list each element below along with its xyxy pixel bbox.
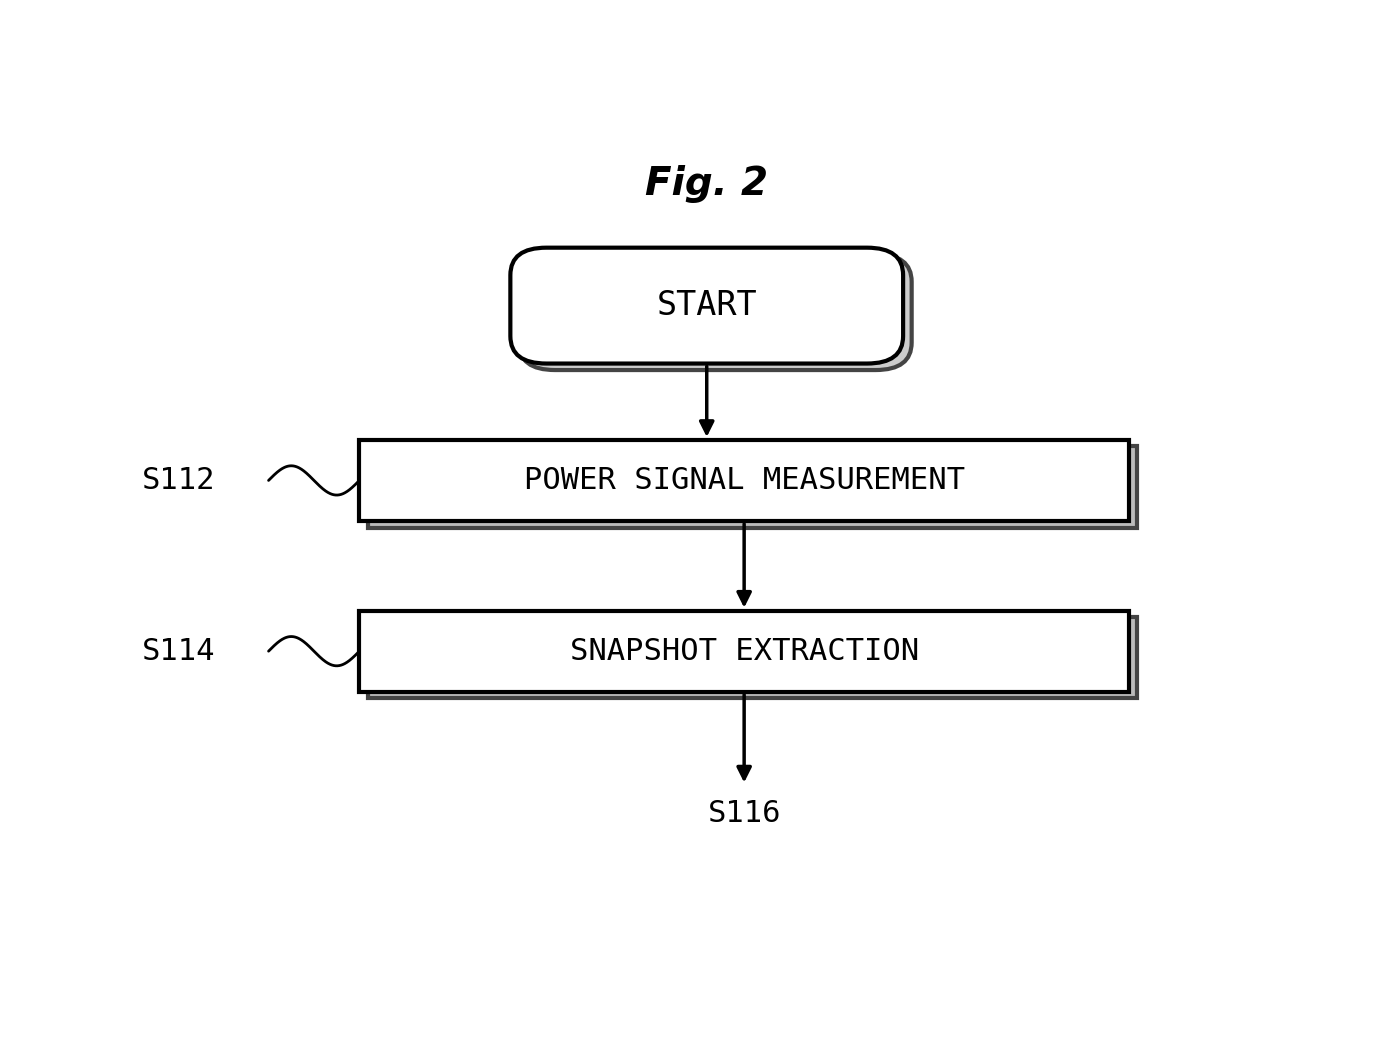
- Text: S112: S112: [142, 466, 215, 495]
- Text: POWER SIGNAL MEASUREMENT: POWER SIGNAL MEASUREMENT: [524, 466, 965, 495]
- FancyBboxPatch shape: [368, 447, 1138, 528]
- Text: Fig. 2: Fig. 2: [645, 165, 768, 203]
- FancyBboxPatch shape: [360, 610, 1129, 692]
- FancyBboxPatch shape: [360, 439, 1129, 521]
- FancyBboxPatch shape: [368, 617, 1138, 698]
- Text: S114: S114: [142, 637, 215, 665]
- FancyBboxPatch shape: [519, 254, 912, 370]
- FancyBboxPatch shape: [510, 248, 903, 363]
- Text: START: START: [656, 289, 757, 322]
- Text: S116: S116: [707, 799, 781, 828]
- Text: SNAPSHOT EXTRACTION: SNAPSHOT EXTRACTION: [570, 637, 918, 665]
